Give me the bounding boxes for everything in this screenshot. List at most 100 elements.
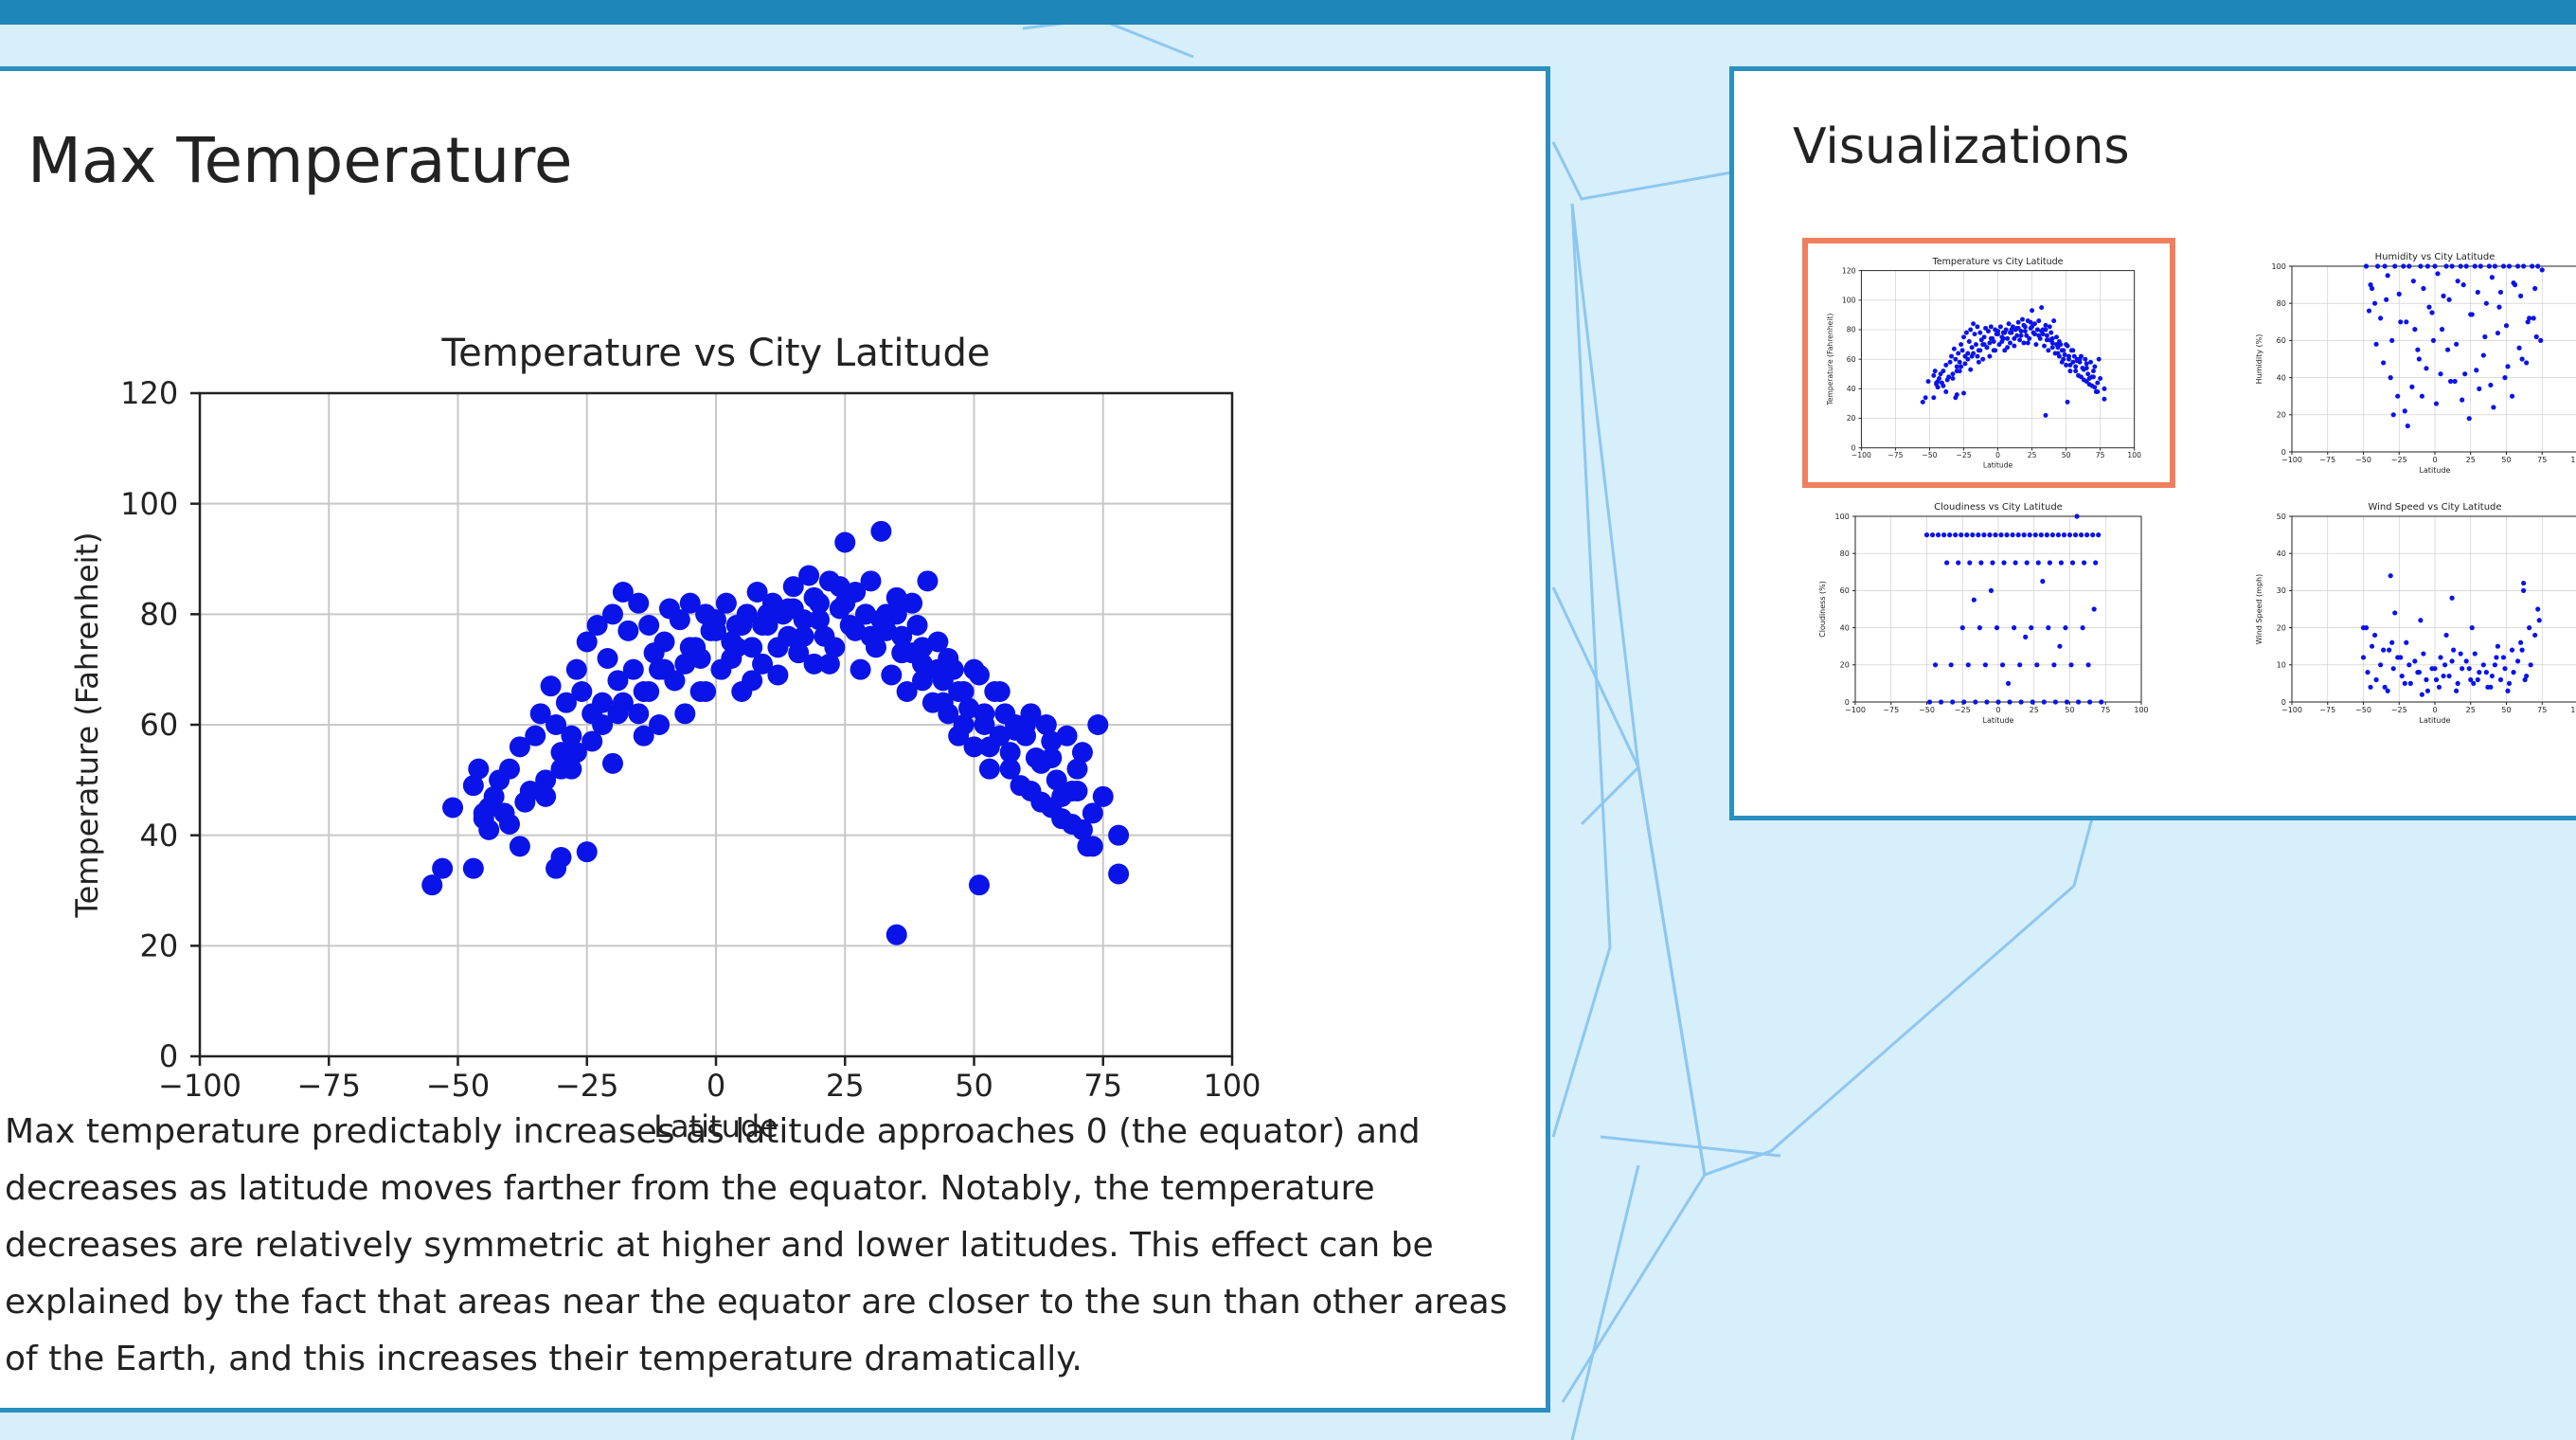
thumb-data-point (2426, 304, 2432, 310)
thumb-data-point (2023, 634, 2029, 639)
thumb-data-point (2398, 655, 2404, 660)
thumb-x-tick-label: −50 (2355, 456, 2371, 464)
thumb-data-point (1965, 356, 1971, 362)
thumb-data-point (2491, 405, 2496, 410)
thumb-data-point (2436, 684, 2442, 690)
thumb-data-point (2525, 319, 2531, 325)
thumb-data-point (1959, 342, 1964, 348)
thumb-data-point (2017, 337, 2023, 343)
thumb-data-point (1987, 340, 1993, 346)
thumb-data-point (2032, 532, 2038, 538)
thumb-data-point (2030, 324, 2035, 330)
thumb-x-tick-label: −50 (1922, 451, 1937, 459)
thumb-data-point (2404, 319, 2409, 325)
data-point (674, 703, 696, 725)
thumb-data-point (2008, 340, 2012, 346)
data-point (499, 814, 520, 835)
thumb-data-point (2070, 359, 2076, 365)
thumb-data-point (1943, 362, 1949, 368)
thumb-data-point (2030, 308, 2035, 314)
thumb-data-point (1999, 662, 2006, 668)
thumb-data-point (2000, 335, 2006, 341)
thumb-data-point (2389, 639, 2395, 645)
thumb-data-point (1993, 532, 1998, 538)
thumb-data-point (1980, 356, 1986, 362)
data-point (1030, 752, 1052, 774)
thumb-data-point (1995, 332, 2001, 337)
data-point (953, 714, 975, 735)
thumb-x-axis-label: Latitude (1983, 461, 2013, 470)
thumb-data-point (1968, 367, 1974, 372)
thumb-data-point (2054, 342, 2060, 348)
thumb-data-point (2511, 670, 2516, 675)
thumb-data-point (1964, 532, 1970, 538)
thumb-data-point (2486, 263, 2492, 269)
thumb-data-point (1957, 369, 1962, 374)
thumb-data-point (2506, 680, 2513, 686)
thumb-x-tick-label: −25 (2391, 706, 2407, 714)
thumb-data-point (2527, 315, 2532, 321)
thumb-data-point (2369, 643, 2375, 649)
thumb-data-point (2055, 532, 2062, 538)
thumb-data-point (1970, 532, 1976, 538)
thumb-plot-frame (2291, 515, 2576, 703)
thumb-data-point (2388, 375, 2393, 381)
thumb-data-point (2475, 676, 2480, 683)
page-title: Max Temperature (27, 124, 573, 197)
data-point (886, 924, 907, 945)
thumb-data-point (2477, 670, 2482, 675)
thumb-data-point (2055, 351, 2061, 356)
data-point (803, 653, 825, 675)
thumbnail-cloudiness[interactable]: −100 −75 −50 −25 0 25 50 75 100 0 20 40 60 80 100 Cloud… (1802, 488, 2175, 738)
thumb-data-point (2084, 379, 2089, 385)
thumb-data-point (1950, 375, 1956, 381)
thumbnail-temperature[interactable]: −100 −75 −50 −25 0 25 50 75 100 0 20 40 60 80 100 120 Te… (1802, 238, 2175, 488)
thumb-data-point (2378, 662, 2384, 668)
thumb-x-axis-label: Latitude (2420, 716, 2451, 725)
thumb-data-point (2092, 385, 2098, 390)
data-point (576, 841, 598, 863)
data-point (1082, 802, 1103, 824)
thumb-data-point (2478, 263, 2483, 269)
thumb-data-point (2387, 647, 2392, 653)
thumbnail-temperature-chart: −100 −75 −50 −25 0 25 50 75 100 0 20 40 60 80 100 120 Te… (1826, 257, 2141, 470)
thumb-data-point (1923, 395, 1928, 401)
data-point (679, 592, 701, 614)
thumb-data-point (2058, 560, 2065, 566)
thumb-data-point (2022, 329, 2028, 334)
x-tick-label: 75 (1083, 1068, 1122, 1104)
thumb-data-point (2012, 343, 2017, 349)
data-point (535, 769, 557, 791)
data-point (1082, 836, 1103, 857)
thumb-data-point (2469, 625, 2475, 631)
data-point (649, 714, 671, 735)
visualizations-heading: Visualizations (1793, 118, 2130, 175)
thumb-data-point (2064, 699, 2070, 705)
thumb-x-tick-label: 75 (2101, 706, 2110, 714)
thumb-x-tick-label: 100 (2570, 456, 2576, 464)
thumbnail-humidity[interactable]: −100 −75 −50 −25 0 25 50 75 100 0 20 40 60 80 100 Humid… (2239, 238, 2576, 488)
thumbnail-wind-speed[interactable]: −100 −75 −50 −25 0 25 50 75 100 0 10 20 30 40 50 Wind S… (2239, 488, 2576, 738)
thumb-y-tick-label: 120 (1842, 266, 1856, 275)
thumb-x-tick-label: −75 (1883, 706, 1899, 714)
data-point (1005, 719, 1027, 741)
thumb-x-tick-label: −25 (2391, 456, 2407, 464)
thumb-data-point (2080, 625, 2085, 631)
thumb-x-tick-label: −25 (1956, 451, 1971, 459)
thumb-data-point (2516, 345, 2522, 351)
thumb-data-point (2524, 673, 2530, 679)
thumb-data-point (2460, 397, 2465, 403)
data-point (1051, 785, 1073, 807)
thumb-data-point (2066, 353, 2071, 359)
thumb-data-point (2052, 699, 2058, 705)
thumb-y-tick-label: 80 (1840, 549, 1850, 558)
y-tick-label: 80 (139, 597, 178, 633)
thumb-y-tick-label: 20 (2277, 623, 2286, 632)
thumb-data-point (2015, 319, 2021, 325)
thumb-data-point (2518, 293, 2524, 298)
thumb-data-point (2067, 369, 2073, 374)
thumb-data-point (2454, 688, 2460, 693)
data-point (550, 742, 572, 764)
thumb-data-point (2519, 356, 2525, 362)
data-point (767, 664, 789, 686)
